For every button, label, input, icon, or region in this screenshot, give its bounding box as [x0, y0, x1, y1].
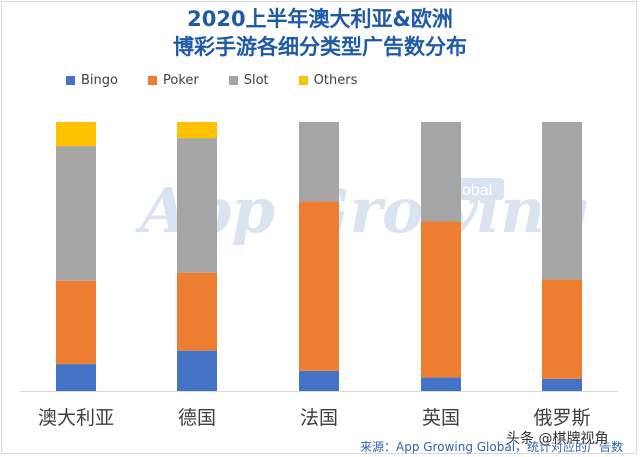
chart-title-line-2: 博彩手游各细分类型广告数分布: [173, 35, 467, 59]
bar-segment-others-1: [177, 122, 217, 139]
legend-item-others: Others: [298, 73, 358, 88]
legend-label-bingo: Bingo: [81, 73, 118, 88]
legend-swatch-bingo: [66, 76, 75, 85]
bar-segment-slot-0: [56, 146, 96, 281]
bar-segment-poker-4: [542, 279, 582, 379]
bar-segment-slot-1: [177, 138, 217, 273]
legend-swatch-poker: [147, 76, 157, 85]
bar-segment-slot-3: [421, 122, 461, 222]
bar-segment-poker-1: [177, 272, 217, 351]
legend-label-slot: Slot: [243, 73, 269, 88]
bar-segment-bingo-3: [421, 377, 461, 391]
legend-swatch-slot: [228, 76, 238, 85]
x-tick-label-3: 英国: [422, 407, 460, 429]
x-tick-label-2: 法国: [300, 407, 338, 429]
chart-legend: Bingo Poker Slot Others: [66, 73, 387, 88]
bar-segment-bingo-2: [299, 370, 339, 391]
x-tick-label-1: 德国: [178, 407, 216, 429]
bar-segment-others-0: [56, 122, 96, 147]
legend-item-bingo: Bingo: [66, 73, 118, 88]
x-tick-label-0: 澳大利亚: [38, 407, 114, 429]
chart-title-line-1: 2020上半年澳大利亚&欧洲: [187, 7, 453, 31]
bar-segment-poker-0: [56, 280, 96, 365]
bar-segment-bingo-4: [542, 378, 582, 391]
legend-item-poker: Poker: [147, 73, 199, 88]
bar-segment-poker-3: [421, 221, 461, 378]
legend-swatch-others: [298, 76, 308, 85]
x-tick-label-4: 俄罗斯: [533, 407, 590, 429]
legend-item-slot: Slot: [228, 73, 269, 88]
legend-label-others: Others: [313, 73, 358, 88]
bar-segment-slot-2: [299, 122, 339, 202]
bar-segment-slot-4: [542, 122, 582, 280]
platform-stamp: 头条 @棋牌视角: [506, 431, 609, 447]
bar-segment-bingo-0: [56, 364, 96, 391]
bar-segment-poker-2: [299, 201, 339, 371]
bar-segment-bingo-1: [177, 350, 217, 391]
source-note: 来源：App Growing Global，统计对应的广告数: [360, 440, 624, 454]
legend-label-poker: Poker: [162, 73, 199, 88]
